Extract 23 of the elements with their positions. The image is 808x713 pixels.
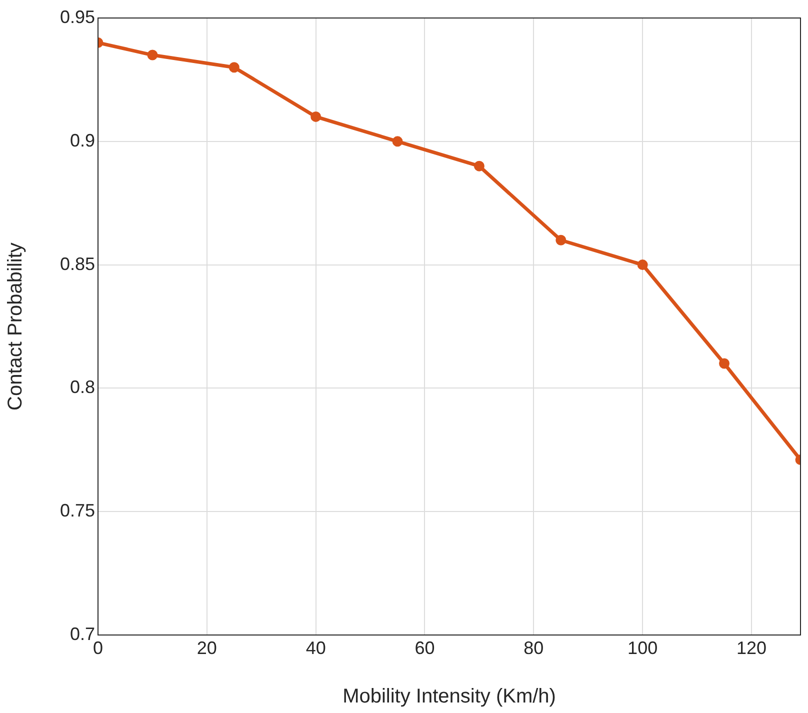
x-tick-label: 0 — [92, 638, 104, 658]
point — [556, 234, 566, 246]
y-tick-label: 0.85 — [60, 254, 95, 274]
y-axis-title: Contact Probability — [4, 242, 27, 410]
y-tick-label: 0.75 — [60, 500, 95, 521]
point — [719, 358, 730, 369]
y-tick-label: 0.8 — [70, 377, 95, 398]
point — [392, 136, 403, 147]
point — [637, 260, 648, 270]
x-tick-label: 20 — [196, 638, 217, 658]
y-tick-label: 0.7 — [70, 624, 95, 644]
point — [310, 111, 322, 122]
point — [147, 50, 158, 60]
x-tick-label: 120 — [736, 638, 767, 658]
point — [228, 62, 240, 73]
x-tick-label: 40 — [306, 638, 326, 658]
x-tick-label: 80 — [524, 638, 544, 658]
point — [474, 160, 484, 172]
x-axis-title: Mobility Intensity (Km/h) — [342, 686, 556, 708]
y-tick-label: 0.95 — [60, 6, 95, 27]
x-tick-label: 60 — [414, 638, 435, 658]
y-tick-label: 0.9 — [70, 130, 95, 150]
x-tick-label: 100 — [628, 638, 658, 658]
